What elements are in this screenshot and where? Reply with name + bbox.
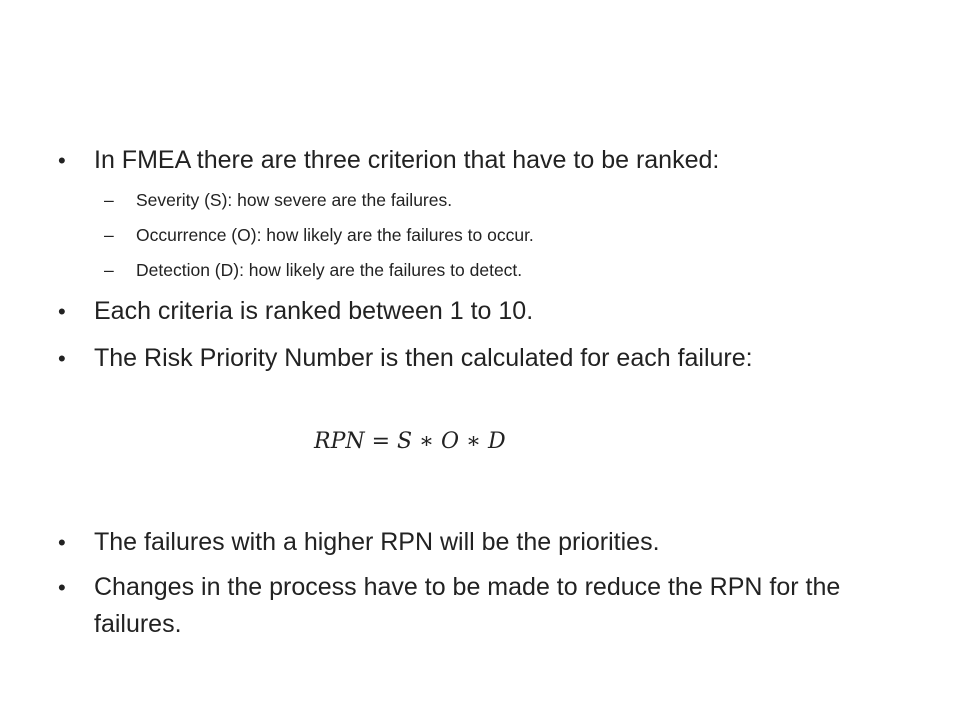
dash-icon: – — [104, 225, 114, 245]
bullet-text: The Risk Priority Number is then calcula… — [94, 344, 753, 372]
bullet-icon: • — [58, 148, 66, 173]
rpn-formula: RPN = S ∗ O ∗ D — [314, 429, 506, 454]
bullet-icon: • — [58, 530, 66, 555]
bullet-icon: • — [58, 346, 66, 371]
bullet-text: Each criteria is ranked between 1 to 10. — [94, 297, 534, 325]
sub-bullet-text: Detection (D): how likely are the failur… — [136, 260, 523, 280]
dash-icon: – — [104, 190, 114, 210]
sub-bullet-text: Severity (S): how severe are the failure… — [136, 190, 453, 210]
bullet-icon: • — [58, 575, 66, 600]
dash-icon: – — [104, 260, 114, 280]
sub-bullet-text: Occurrence (O): how likely are the failu… — [136, 225, 534, 245]
bullet-icon: • — [58, 299, 66, 324]
bullet-text: The failures with a higher RPN will be t… — [94, 528, 660, 556]
bullet-text: Changes in the process have to be made t… — [94, 573, 841, 638]
bullet-text: In FMEA there are three criterion that h… — [94, 146, 720, 174]
